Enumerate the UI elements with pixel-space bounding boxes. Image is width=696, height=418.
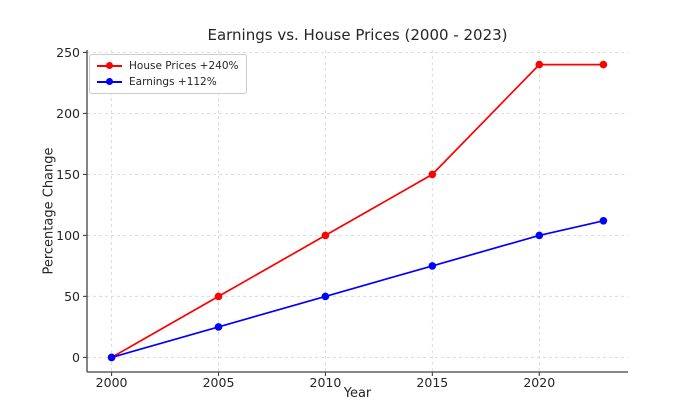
x-tick-label: 2015 <box>416 375 448 390</box>
legend: House Prices +240% Earnings +112% <box>89 54 248 94</box>
y-tick-label: 150 <box>56 167 80 182</box>
x-tick-label: 2005 <box>203 375 235 390</box>
x-tick-label: 2000 <box>96 375 128 390</box>
data-series <box>107 60 608 362</box>
legend-label-house-prices: House Prices +240% <box>129 60 239 72</box>
data-point-marker <box>428 170 437 179</box>
data-point-marker <box>321 231 330 240</box>
series-line <box>111 219 604 359</box>
x-axis-label: Year <box>343 386 372 401</box>
legend-marker-earnings <box>97 78 122 86</box>
legend-label-earnings: Earnings +112% <box>129 76 217 88</box>
data-point-marker <box>321 292 330 301</box>
data-point-marker <box>535 231 544 240</box>
x-tick-label: 2010 <box>310 375 342 390</box>
chart-title: Earnings vs. House Prices (2000 - 2023) <box>207 26 508 44</box>
legend-entry-house-prices: House Prices +240% <box>97 59 238 73</box>
legend-dot-swatch <box>106 78 113 85</box>
data-point-marker <box>107 353 116 362</box>
data-point-marker <box>428 262 437 270</box>
data-point-marker <box>535 60 544 69</box>
gridlines <box>87 50 628 372</box>
legend-entry-earnings: Earnings +112% <box>97 75 238 89</box>
y-tick-label: 0 <box>72 350 80 365</box>
tick-labels: 2000 2005 2010 2015 2020 0 50 100 150 200 250 <box>56 45 555 390</box>
legend-dot-swatch <box>106 62 113 69</box>
x-tick-label: 2020 <box>523 375 555 390</box>
earnings-series <box>107 217 608 362</box>
data-point-marker <box>214 292 223 301</box>
y-tick-label: 100 <box>56 228 80 243</box>
y-tick-label: 250 <box>56 45 80 60</box>
data-point-marker <box>599 60 608 69</box>
series-line <box>111 63 604 359</box>
y-tick-label: 50 <box>64 289 80 304</box>
house-prices-series <box>107 60 608 362</box>
data-point-marker <box>599 217 608 225</box>
y-tick-label: 200 <box>56 106 80 121</box>
legend-marker-house-prices <box>97 62 122 70</box>
data-point-marker <box>214 323 223 331</box>
axis-ticks <box>83 51 540 376</box>
